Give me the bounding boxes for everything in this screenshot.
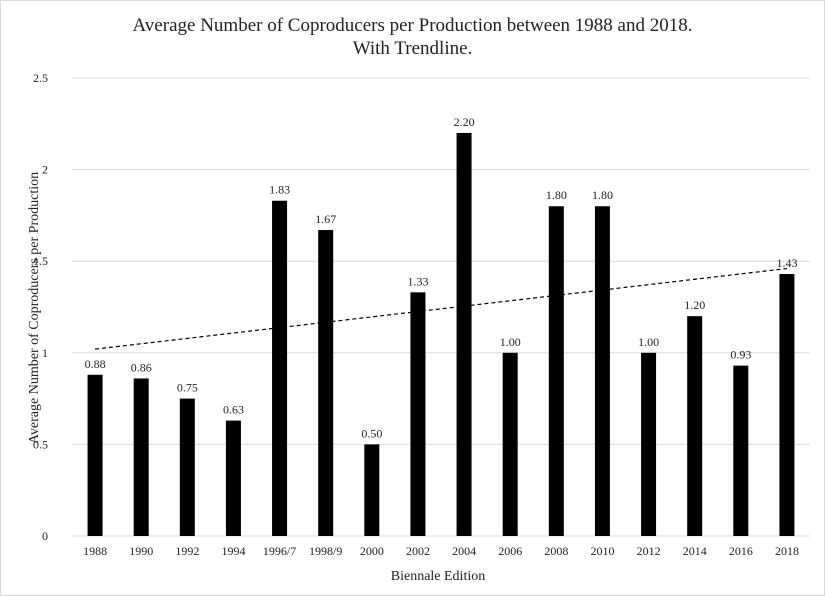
trendline-group: [94, 267, 788, 350]
x-tick-label: 2016: [729, 544, 753, 558]
data-label: 1.80: [592, 188, 613, 202]
bar: [87, 374, 103, 536]
x-tick-label: 2008: [544, 544, 568, 558]
x-tick-label: 2004: [452, 544, 476, 558]
bar: [548, 206, 564, 537]
data-label: 1.43: [776, 256, 797, 270]
data-label: 0.93: [730, 348, 751, 362]
data-labels: 0.88 0.86 0.75 0.63 1.83 1.67 0.50 1.33 2.20 1.00…: [85, 115, 798, 440]
data-label: 1.67: [315, 212, 336, 226]
y-axis-ticks: 0 0.5 1 1.5 2 2.5: [33, 71, 48, 543]
data-label: 1.33: [407, 274, 428, 288]
data-label: 0.75: [177, 381, 198, 395]
bar: [318, 230, 334, 536]
y-tick-label: 2: [42, 163, 48, 177]
x-tick-label: 1992: [175, 544, 199, 558]
x-tick-label: 1998/9: [309, 544, 342, 558]
bar: [225, 420, 241, 536]
data-label: 1.00: [500, 335, 521, 349]
bar: [733, 365, 749, 536]
bar: [456, 132, 472, 536]
data-label: 1.80: [546, 188, 567, 202]
data-label: 1.20: [684, 298, 705, 312]
x-tick-label: 2002: [406, 544, 430, 558]
x-tick-label: 1994: [221, 544, 245, 558]
bars: [87, 132, 795, 537]
bar: [133, 378, 149, 536]
data-label: 1.00: [638, 335, 659, 349]
x-tick-label: 2012: [637, 544, 661, 558]
x-tick-label: 2010: [590, 544, 614, 558]
x-tick-label: 1988: [83, 544, 107, 558]
x-axis-label: Biennale Edition: [391, 569, 485, 584]
bar: [687, 316, 703, 536]
y-axis-label: Average Number of Coproducers per Produc…: [27, 172, 42, 444]
y-tick-label: 1.5: [33, 254, 48, 268]
x-axis-ticks: 1988 1990 1992 1994 1996/7 1998/9 2000 2002 2004…: [83, 544, 799, 558]
bar: [594, 206, 610, 537]
data-label: 0.50: [361, 426, 382, 440]
bar: [410, 292, 426, 536]
data-label: 0.63: [223, 403, 244, 417]
bar: [272, 200, 288, 536]
bar: [364, 444, 380, 536]
data-label: 1.83: [269, 183, 290, 197]
y-tick-label: 1: [42, 346, 48, 360]
x-tick-label: 1996/7: [263, 544, 296, 558]
bar: [502, 352, 518, 536]
data-label: 0.88: [85, 357, 106, 371]
y-tick-label: 2.5: [33, 71, 48, 85]
y-tick-label: 0: [42, 529, 48, 543]
data-label: 2.20: [454, 115, 475, 129]
x-tick-label: 2014: [683, 544, 707, 558]
chart-title: Average Number of Coproducers per Produc…: [132, 15, 693, 36]
y-tick-label: 0.5: [33, 437, 48, 451]
data-label: 0.86: [131, 360, 152, 374]
x-tick-label: 2000: [360, 544, 384, 558]
trendline: [94, 267, 788, 350]
bar: [779, 274, 795, 536]
x-tick-label: 2006: [498, 544, 522, 558]
x-tick-label: 1990: [129, 544, 153, 558]
bar: [641, 352, 657, 536]
gridlines: [72, 77, 810, 537]
x-tick-label: 2018: [775, 544, 799, 558]
bar: [179, 398, 195, 536]
chart-subtitle: With Trendline.: [352, 38, 473, 59]
